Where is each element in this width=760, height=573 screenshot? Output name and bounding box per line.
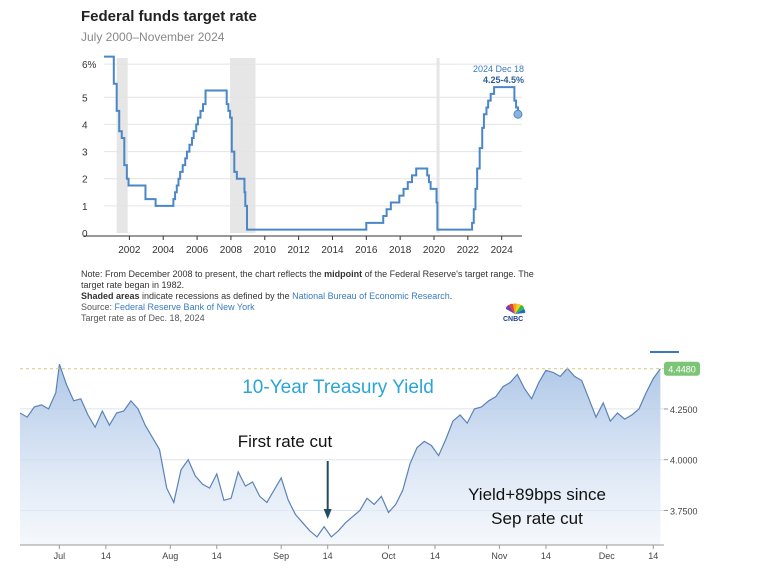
chart1-subtitle: July 2000–November 2024 — [81, 30, 225, 44]
cnbc-peacock-icon — [505, 303, 526, 314]
x-tick-label: 14 — [323, 551, 333, 561]
x-tick-label: 2004 — [152, 245, 175, 256]
y-tick-label: 4 — [82, 120, 88, 131]
recession-band — [436, 58, 440, 233]
y-tick-label: 6% — [82, 60, 97, 71]
x-tick-label: Oct — [382, 551, 397, 561]
note-bold: midpoint — [324, 269, 363, 279]
x-tick-label: Sep — [273, 551, 289, 561]
y-tick-label: 1 — [82, 202, 88, 213]
x-tick-label: 2014 — [321, 245, 344, 256]
y-tick-label: 4.2500 — [670, 405, 698, 415]
x-tick-label: 14 — [541, 551, 551, 561]
yield-since-label-line1: Yield+89bps since — [468, 485, 606, 504]
x-tick-label: 2018 — [389, 245, 412, 256]
x-tick-label: 14 — [101, 551, 111, 561]
x-tick-label: 2010 — [254, 245, 277, 256]
chart2-title: 10-Year Treasury Yield — [242, 377, 434, 398]
y-tick-label: 5 — [82, 93, 88, 104]
x-tick-label: 14 — [648, 551, 658, 561]
x-tick-label: 2002 — [118, 245, 141, 256]
yield-series-line — [19, 364, 661, 538]
cnbc-logo-text: CNBC — [503, 316, 524, 323]
x-tick-label: 2016 — [355, 245, 378, 256]
x-tick-label: Aug — [162, 551, 178, 561]
annotation-date: 2024 Dec 18 — [473, 64, 524, 74]
y-tick-label: 2 — [82, 175, 88, 186]
x-tick-label: Jul — [54, 551, 66, 561]
y-tick-label: 0 — [82, 229, 88, 240]
x-tick-label: 2008 — [220, 245, 243, 256]
x-tick-label: Dec — [599, 551, 616, 561]
x-tick-label: 14 — [212, 551, 222, 561]
yield-area — [20, 364, 661, 545]
first-rate-cut-label: First rate cut — [238, 432, 333, 451]
last-value-label: 4.4480 — [668, 365, 696, 375]
latest-value-dot — [513, 109, 523, 119]
x-tick-label: Nov — [491, 551, 508, 561]
x-tick-label: 14 — [430, 551, 440, 561]
y-tick-label: 3.7500 — [670, 506, 698, 516]
y-tick-label: 3 — [82, 148, 88, 159]
treasury-yield-chart: 4.2500 4.0000 3.7500 4.4480 Jul 14 Aug 14 Sep 14 O… — [19, 351, 700, 561]
shaded-bold: Shaded areas — [81, 291, 140, 301]
x-tick-label: 2024 — [491, 245, 514, 256]
fed-funds-series-line — [104, 55, 519, 231]
x-tick-label: 2006 — [186, 245, 209, 256]
asof-text: Target rate as of Dec. 18, 2024 — [81, 313, 205, 323]
source-link[interactable]: Federal Reserve Bank of New York — [114, 302, 255, 312]
chart1-title: Federal funds target rate — [81, 8, 257, 25]
nber-link[interactable]: National Bureau of Economic Research — [292, 291, 450, 301]
yield-since-label-line2: Sep rate cut — [491, 509, 583, 528]
chart1-notes: Note: From December 2008 to present, the… — [81, 269, 551, 324]
x-tick-label: 2020 — [423, 245, 446, 256]
y-tick-label: 4.0000 — [670, 456, 698, 466]
recession-band — [230, 58, 256, 233]
last-value-badge — [664, 361, 700, 376]
note-prefix: Note: From December 2008 to present, the… — [81, 269, 325, 279]
recession-band — [116, 58, 128, 233]
x-tick-label: 2022 — [457, 245, 480, 256]
note-suffix: of the Federal Reserve's target range. T… — [81, 269, 534, 290]
shaded-end: . — [449, 291, 453, 301]
rate-cut-arrow-head — [323, 509, 332, 519]
annotation-value: 4.25-4.5% — [483, 75, 524, 85]
fed-funds-chart: 6% 5 4 3 2 1 0 2002 2004 2006 2008 2010 2012 2014 2016… — [82, 55, 524, 256]
shaded-text: indicate recessions as defined by the — [139, 291, 293, 301]
source-label: Source: — [81, 302, 115, 312]
x-tick-label: 2012 — [287, 245, 310, 256]
